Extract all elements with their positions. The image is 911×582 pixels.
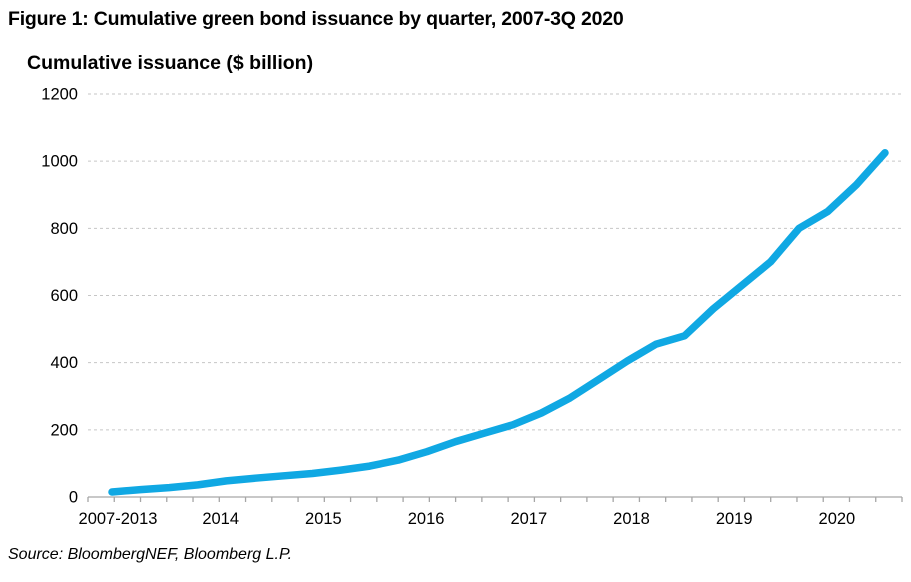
y-tick-label-400: 400 xyxy=(50,354,78,372)
series-line-cumulative-issuance xyxy=(108,149,889,496)
gridlines xyxy=(88,93,902,431)
x-tick-label-2020: 2020 xyxy=(819,510,856,528)
x-axis xyxy=(87,496,903,502)
x-axis-labels: 2007-2013 2014 2015 2016 2017 2018 2019 2020 xyxy=(79,510,856,528)
y-tick-label-1000: 1000 xyxy=(41,153,78,171)
y-tick-label-0: 0 xyxy=(69,489,78,507)
y-tick-label-200: 200 xyxy=(50,421,78,439)
x-tick-label-2018: 2018 xyxy=(613,510,650,528)
x-tick-label-2015: 2015 xyxy=(305,510,342,528)
x-tick-label-2016: 2016 xyxy=(408,510,445,528)
x-tick-label-2017: 2017 xyxy=(510,510,547,528)
x-tick-label-2019: 2019 xyxy=(716,510,753,528)
x-tick-label-2007-2013: 2007-2013 xyxy=(79,510,158,528)
y-axis-labels: 0 200 400 600 800 1000 1200 xyxy=(41,86,78,507)
figure-title: Figure 1: Cumulative green bond issuance… xyxy=(8,8,624,30)
y-axis-title: Cumulative issuance ($ billion) xyxy=(27,52,314,74)
y-tick-label-800: 800 xyxy=(50,220,78,238)
y-tick-label-1200: 1200 xyxy=(41,86,78,104)
y-tick-label-600: 600 xyxy=(50,287,78,305)
source-note: Source: BloombergNEF, Bloomberg L.P. xyxy=(8,546,293,563)
x-tick-label-2014: 2014 xyxy=(202,510,239,528)
